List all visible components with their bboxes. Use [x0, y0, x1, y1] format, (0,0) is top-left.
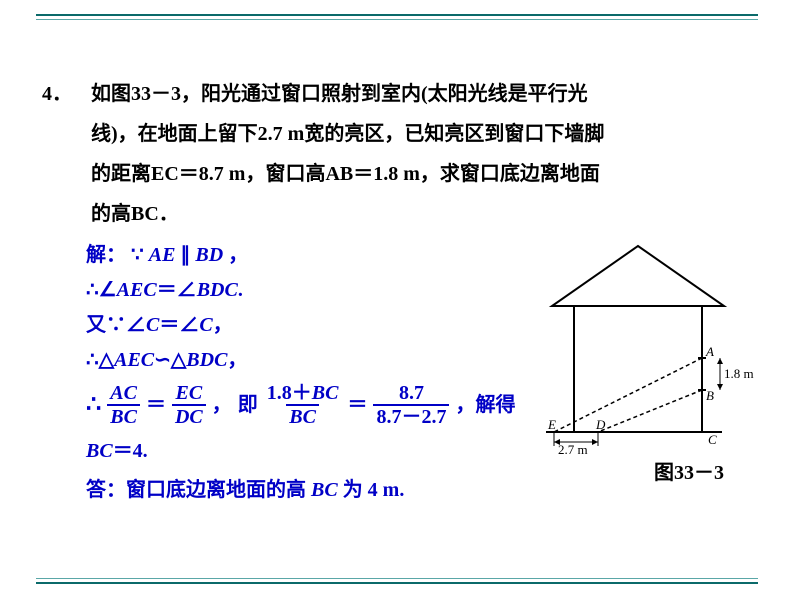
problem-line-1: 如图33－3，阳光通过窗口照射到室内(太阳光线是平行光: [91, 83, 588, 105]
seg-ae: AE: [149, 244, 176, 266]
therefore-angle-1: ∴∠: [86, 279, 117, 301]
frac3-bot: BC: [286, 404, 319, 428]
fraction-ec-dc: EC DC: [172, 382, 206, 428]
top-rule: [36, 14, 758, 20]
frac1-bot: BC: [107, 404, 140, 428]
label-e: E: [547, 417, 556, 432]
label-d: D: [595, 417, 606, 432]
because-1: ∵: [131, 244, 144, 266]
frac3-top: 1.8＋BC: [264, 382, 342, 404]
frac4-bot: 8.7－2.7: [373, 404, 449, 428]
similar-sym: ∽△: [154, 349, 186, 371]
label-b: B: [706, 388, 714, 403]
angle-c-2: C: [199, 314, 212, 336]
label-c: C: [708, 432, 717, 447]
dim-h-arrow-r: [592, 439, 598, 445]
eq-1: ＝: [146, 388, 166, 423]
problem-line-3: 的距离EC＝8.7 m，窗口高AB＝1.8 m，求窗口底边离地面: [91, 163, 600, 185]
problem-line-2: 线)，在地面上留下2.7 m宽的亮区，已知亮区到窗口下墙脚: [91, 123, 604, 145]
dim-v-arrow-up: [717, 358, 723, 364]
problem-text: 4． 如图33－3，阳光通过窗口照射到室内(太阳光线是平行光 线)，在地面上留下…: [42, 74, 752, 234]
comma-1: ，: [228, 244, 248, 266]
comma-3: ，: [227, 349, 247, 371]
comma-2: ，: [213, 314, 233, 336]
frac2-top: EC: [173, 382, 206, 404]
also-because: 又∵∠: [86, 314, 146, 336]
figure-33-3: A B C D E 1.8 m 2.7 m: [538, 240, 758, 480]
eq-2: ＝: [347, 388, 367, 423]
frac1-top: AC: [107, 382, 140, 404]
house-diagram: A B C D E 1.8 m 2.7 m: [538, 240, 758, 460]
frac2-bot: DC: [172, 404, 206, 428]
comma-4: ，: [212, 388, 232, 423]
frac4-top: 8.7: [396, 382, 427, 404]
ray-bd: [598, 390, 702, 432]
dim-v-arrow-dn: [717, 384, 723, 390]
angle-c-1: C: [146, 314, 159, 336]
angle-aec: AEC: [117, 279, 157, 301]
parallel-sym: ∥: [180, 244, 190, 266]
fraction-4: 8.7 8.7－2.7: [373, 382, 449, 428]
label-a: A: [705, 344, 714, 359]
therefore-tri-1: ∴△: [86, 349, 114, 371]
namely: 即: [238, 388, 258, 423]
eq-angle-1: ＝∠: [157, 279, 197, 301]
solve-tail: ，解得: [455, 388, 515, 423]
period-1: .: [238, 279, 243, 301]
eq-angle-2: ＝∠: [159, 314, 199, 336]
dim-w-label: 2.7 m: [558, 442, 588, 457]
roof: [552, 246, 724, 306]
ray-ae: [554, 358, 702, 432]
figure-caption: 图33－3: [654, 456, 724, 485]
problem-body: 如图33－3，阳光通过窗口照射到室内(太阳光线是平行光 线)，在地面上留下2.7…: [91, 74, 731, 234]
fraction-3: 1.8＋BC BC: [264, 382, 342, 428]
seg-bd: BD: [195, 244, 223, 266]
therefore-2: ∴: [86, 384, 101, 426]
problem-number: 4．: [42, 74, 86, 114]
fraction-ac-bc: AC BC: [107, 382, 140, 428]
tri-aec: AEC: [114, 349, 154, 371]
angle-bdc: BDC: [197, 279, 238, 301]
problem-line-4: 的高BC．: [91, 203, 179, 225]
bottom-rule: [36, 578, 758, 584]
dim-h-label: 1.8 m: [724, 366, 754, 381]
tri-bdc: BDC: [186, 349, 227, 371]
sol-prefix: 解：: [86, 244, 126, 266]
